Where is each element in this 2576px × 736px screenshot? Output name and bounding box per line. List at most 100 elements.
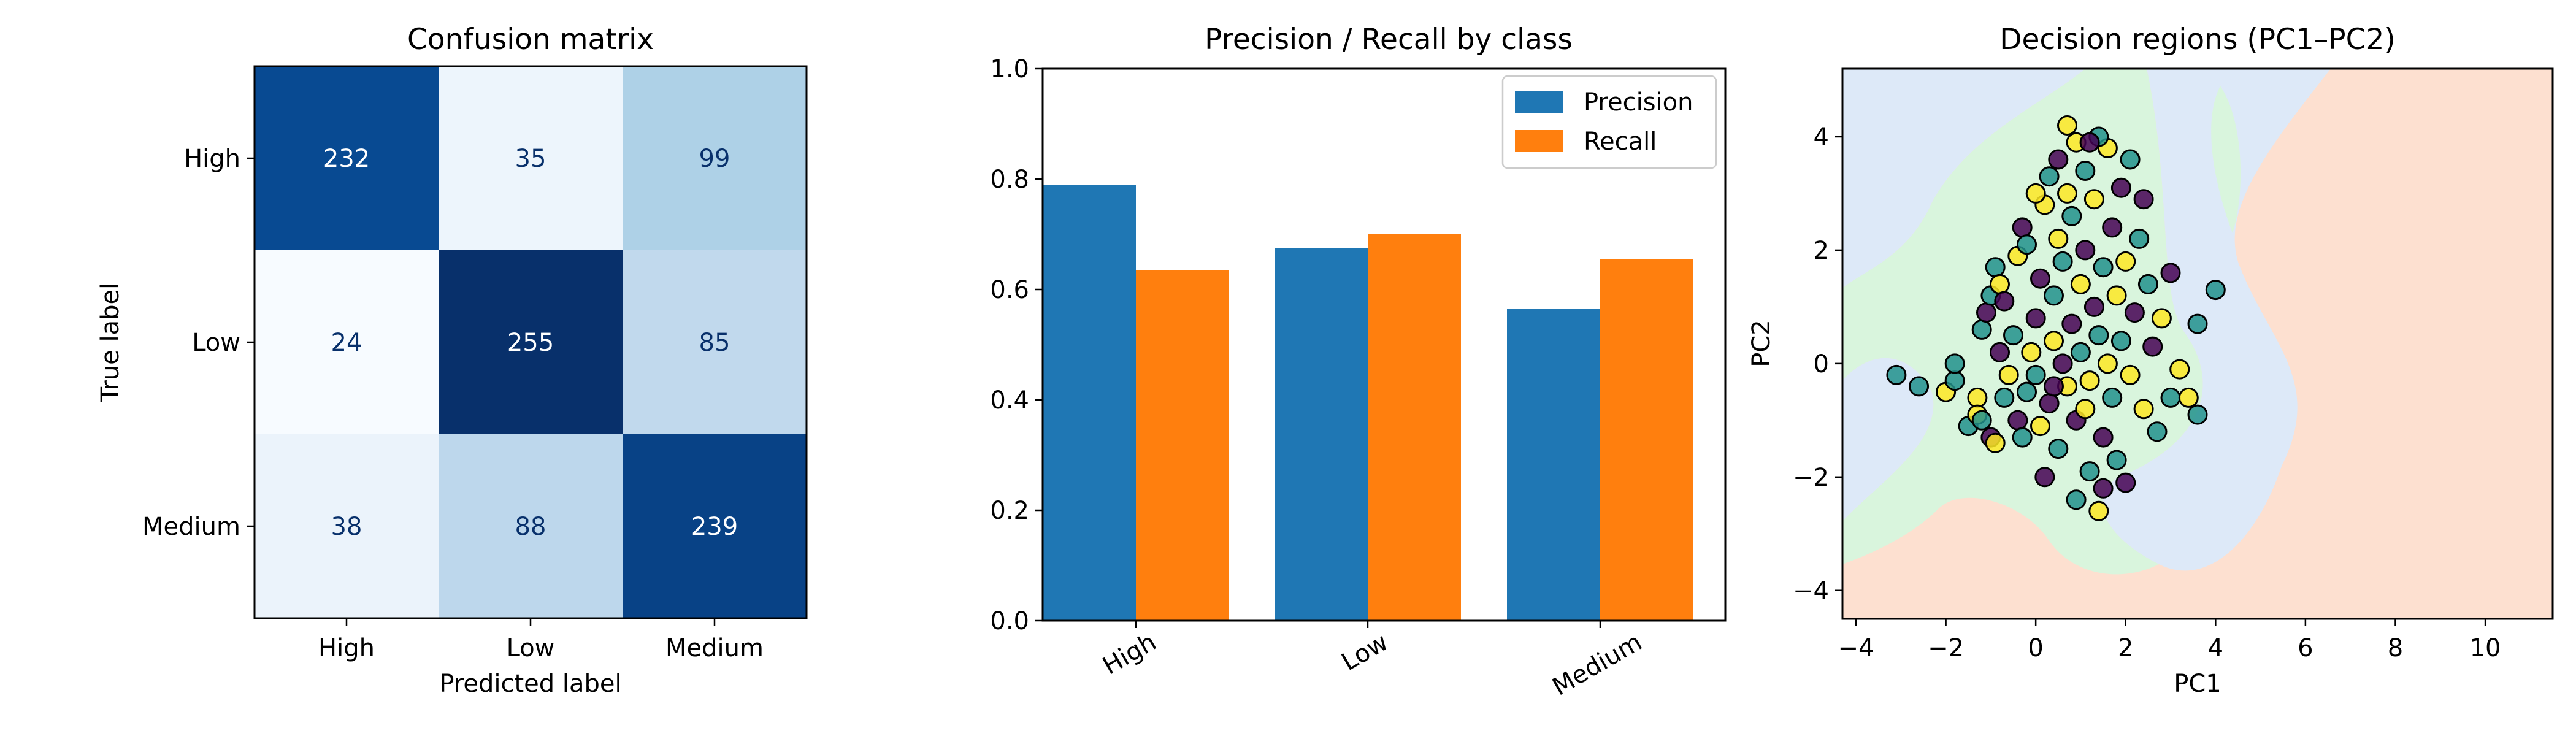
- dr-ytick-label: 2: [1814, 237, 1829, 265]
- scatter-point: [2120, 149, 2141, 170]
- cm-xtick-label: Medium: [665, 634, 764, 662]
- legend-label-precision: Precision: [1584, 88, 1693, 117]
- scatter-point: [1944, 353, 1965, 374]
- scatter-point: [1985, 432, 2006, 453]
- scatter-point: [2093, 427, 2114, 448]
- scatter-point: [2039, 393, 2060, 414]
- scatter-point: [2017, 234, 2037, 255]
- scatter-point: [1967, 387, 1988, 408]
- dr-points: [1886, 115, 2226, 521]
- precision-recall-panel: Precision / Recall by class 0.0 0.2 0.4 …: [990, 23, 1727, 702]
- scatter-point: [2030, 416, 2050, 437]
- pr-ytick-label: 1.0: [990, 55, 1029, 83]
- cm-cell-value: 232: [323, 145, 370, 173]
- cm-cell-value: 255: [507, 329, 554, 357]
- dr-xtick-label: −4: [1838, 634, 1874, 662]
- bar-recall: [1136, 270, 1229, 621]
- confusion-matrix-panel: Confusion matrix 232 35 99 24 255 85 38 88 239 H…: [96, 23, 808, 698]
- pr-legend: Precision Recall: [1501, 75, 1717, 169]
- scatter-point: [2048, 439, 2069, 459]
- scatter-point: [2142, 336, 2163, 357]
- scatter-point: [2133, 189, 2154, 210]
- scatter-point: [2187, 404, 2208, 425]
- dr-xtick-label: −2: [1928, 634, 1964, 662]
- scatter-point: [2044, 376, 2064, 397]
- cm-ytick-label: Medium: [142, 513, 240, 541]
- scatter-point: [2115, 472, 2136, 493]
- cm-xtick-label: High: [318, 634, 375, 662]
- scatter-point: [2044, 285, 2064, 306]
- pr-xtick-label: Medium: [1547, 628, 1647, 702]
- scatter-point: [2147, 421, 2168, 442]
- scatter-point: [2097, 353, 2118, 374]
- cm-cell: [439, 250, 623, 434]
- scatter-point: [2102, 387, 2123, 408]
- dr-xticks: −4 −2 0 2 4 6 8 10: [1838, 619, 2501, 662]
- scatter-point: [2044, 331, 2064, 351]
- scatter-point: [2093, 257, 2114, 278]
- scatter-point: [1976, 302, 1996, 323]
- scatter-point: [2025, 183, 2046, 204]
- pr-frame: [1041, 67, 1727, 622]
- scatter-point: [2110, 177, 2131, 198]
- dr-ytick-label: 4: [1814, 123, 1829, 151]
- scatter-point: [1985, 257, 2006, 278]
- scatter-point: [2070, 274, 2091, 294]
- dr-frame: [1841, 67, 2554, 620]
- dr-xlabel: PC1: [2174, 670, 2221, 698]
- pr-ytick-label: 0.8: [990, 166, 1029, 194]
- pr-bars: [1043, 185, 1693, 621]
- scatter-point: [2039, 166, 2060, 187]
- scatter-point: [2093, 478, 2114, 499]
- scatter-point: [1994, 387, 2015, 408]
- bar-precision: [1507, 309, 1600, 621]
- scatter-point: [2075, 399, 2096, 420]
- pr-ytick-label: 0.2: [990, 497, 1029, 525]
- scatter-point: [2169, 359, 2190, 380]
- dr-yticks: −4 −2 0 2 4: [1793, 123, 1842, 605]
- dr-xtick-label: 6: [2298, 634, 2313, 662]
- cm-cell-value: 88: [515, 513, 546, 541]
- scatter-point: [2133, 399, 2154, 420]
- dr-ylabel: PC2: [1747, 320, 1776, 367]
- dr-title: Decision regions (PC1–PC2): [1999, 23, 2395, 56]
- cm-cell-value: 35: [515, 145, 546, 173]
- cm-cell-value: 239: [691, 513, 738, 541]
- scatter-point: [1886, 364, 1907, 385]
- scatter-point: [2151, 308, 2172, 329]
- scatter-point: [2129, 228, 2150, 249]
- legend-label-recall: Recall: [1584, 128, 1657, 156]
- scatter-point: [1998, 364, 2019, 385]
- scatter-point: [2012, 217, 2033, 238]
- scatter-point: [2137, 274, 2158, 294]
- scatter-point: [2088, 500, 2109, 521]
- scatter-point: [2030, 268, 2050, 289]
- decision-regions-panel: Decision regions (PC1–PC2) −4 −2 0 2 4 6 8 10 −…: [1747, 23, 2554, 698]
- scatter-point: [1971, 319, 1992, 340]
- scatter-point: [2106, 450, 2127, 470]
- cm-ytick-label: Low: [192, 329, 240, 357]
- scatter-point: [2083, 296, 2104, 317]
- bar-recall: [1368, 234, 1461, 621]
- scatter-point: [2110, 331, 2131, 351]
- scatter-point: [2034, 467, 2055, 488]
- scatter-point: [1909, 376, 1930, 397]
- cm-ylabel: True label: [96, 283, 125, 402]
- pr-xtick-label: High: [1098, 628, 1161, 681]
- cm-cell: [623, 434, 807, 618]
- scatter-point: [1990, 274, 2010, 294]
- scatter-point: [2083, 189, 2104, 210]
- scatter-point: [2048, 228, 2069, 249]
- scatter-point: [1944, 370, 1965, 391]
- cm-cells: 232 35 99 24 255 85 38 88 239: [255, 66, 807, 618]
- cm-cell: [623, 250, 807, 434]
- scatter-point: [2178, 387, 2199, 408]
- scatter-point: [2057, 115, 2077, 136]
- scatter-point: [2079, 132, 2100, 153]
- scatter-point: [2187, 313, 2208, 334]
- bar-precision: [1275, 248, 1368, 621]
- scatter-point: [2048, 149, 2069, 170]
- pr-ytick-label: 0.4: [990, 386, 1029, 415]
- scatter-point: [2025, 308, 2046, 329]
- scatter-point: [1994, 291, 2015, 312]
